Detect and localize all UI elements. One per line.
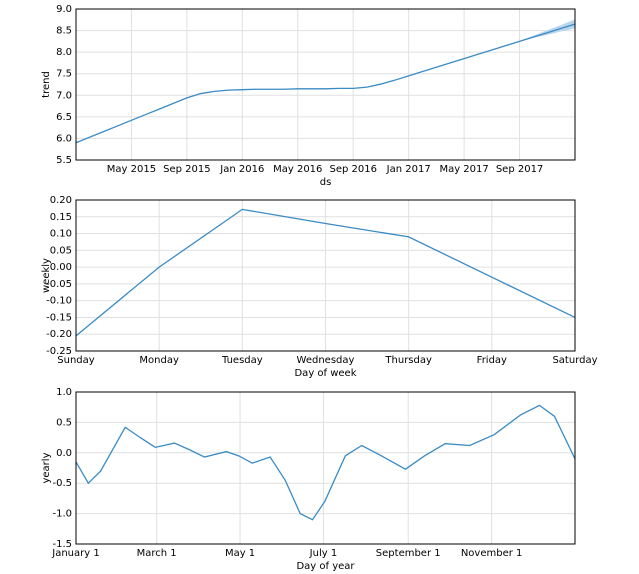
x-tick-label: May 2017: [439, 164, 488, 175]
y-tick-label: 6.5: [56, 112, 72, 123]
y-tick-label: 6.0: [56, 133, 72, 144]
x-axis-label: Day of week: [294, 368, 356, 379]
y-tick-label: -1.5: [52, 539, 72, 550]
x-tick-label: March 1: [137, 548, 177, 559]
y-tick-label: 0.10: [50, 229, 72, 240]
y-tick-label: 0.5: [56, 417, 72, 428]
y-axis-label: weekly: [41, 258, 52, 293]
x-tick-label: Sep 2016: [329, 164, 376, 175]
plot-frame: [75, 199, 576, 352]
line: [75, 404, 576, 521]
x-tick-label: September 1: [376, 548, 441, 559]
x-tick-label: Saturday: [552, 355, 597, 366]
panel: Sunday Monday Tuesday Wednesday Thursday Frid…: [41, 195, 598, 379]
uncertainty-band: [561, 19, 575, 32]
y-tick-label: 0.20: [50, 195, 72, 206]
y-tick-label: -0.10: [46, 296, 72, 307]
line: [75, 23, 576, 144]
y-tick-label: -1.0: [52, 509, 72, 520]
y-tick-label: -0.15: [46, 312, 72, 323]
plot-frame: [75, 8, 576, 161]
y-tick-label: -0.05: [46, 279, 72, 290]
x-tick-label: Sep 2015: [163, 164, 210, 175]
y-axis-label: yearly: [41, 452, 52, 483]
panel: May 2015 Sep 2015 Jan 2016 May 2016 Sep 2016…: [41, 4, 576, 188]
y-tick-label: 8.5: [56, 26, 72, 37]
y-tick-label: 0.00: [50, 262, 72, 273]
y-tick-label: 0.15: [50, 212, 72, 223]
y-tick-label: 0.0: [56, 448, 72, 459]
x-tick-label: Sunday: [57, 355, 94, 366]
y-tick-label: -0.25: [46, 346, 72, 357]
x-axis-label: Day of year: [296, 561, 355, 572]
y-tick-label: 8.0: [56, 47, 72, 58]
x-tick-label: May 2016: [273, 164, 322, 175]
y-tick-label: 0.05: [50, 245, 72, 256]
y-tick-label: 7.5: [56, 69, 72, 80]
y-tick-label: 1.0: [56, 387, 72, 398]
y-axis-label: trend: [41, 71, 52, 98]
y-tick-label: 7.0: [56, 90, 72, 101]
y-tick-label: -0.5: [52, 478, 72, 489]
panel: January 1 March 1 May 1 July 1 September 1 No…: [41, 387, 576, 572]
x-tick-label: November 1: [461, 548, 523, 559]
x-tick-label: January 1: [51, 548, 99, 559]
x-tick-label: Wednesday: [297, 355, 355, 366]
y-tick-label: 9.0: [56, 4, 72, 15]
plot-frame: [75, 391, 576, 545]
x-tick-label: July 1: [309, 548, 338, 559]
x-tick-label: Jan 2017: [386, 164, 431, 175]
x-tick-label: May 1: [225, 548, 255, 559]
x-tick-label: Monday: [139, 355, 179, 366]
x-axis-label: ds: [320, 177, 332, 188]
x-tick-label: May 2015: [107, 164, 156, 175]
y-tick-label: 5.5: [56, 155, 72, 166]
line: [75, 208, 576, 337]
x-tick-label: Jan 2016: [219, 164, 264, 175]
x-tick-label: Tuesday: [221, 355, 263, 366]
y-tick-label: -0.20: [46, 329, 72, 340]
x-tick-label: Friday: [477, 355, 507, 366]
x-tick-label: Thursday: [384, 355, 432, 366]
x-tick-label: Sep 2017: [496, 164, 543, 175]
